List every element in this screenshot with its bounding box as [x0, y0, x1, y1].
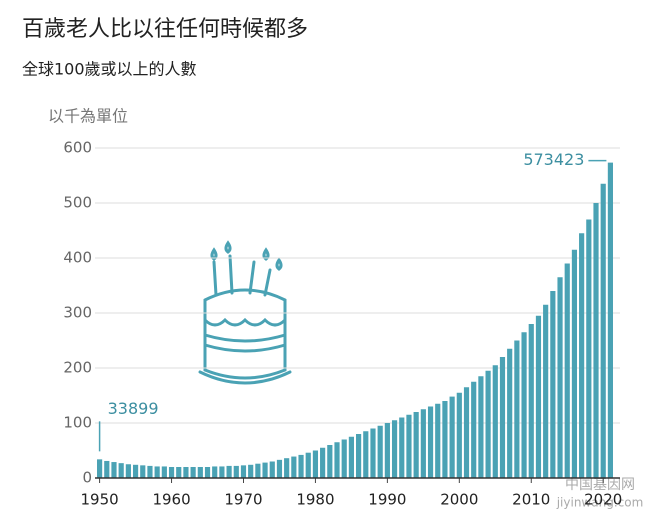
- bar: [384, 423, 390, 478]
- bar: [284, 458, 290, 478]
- x-tick-label: 1950: [81, 491, 119, 509]
- y-tick-label: 100: [63, 414, 92, 432]
- bar: [320, 447, 326, 478]
- bar: [212, 466, 218, 478]
- bar: [161, 466, 167, 478]
- bar: [507, 348, 513, 478]
- bar: [248, 464, 254, 478]
- bar: [586, 219, 592, 478]
- y-tick-label: 300: [63, 304, 92, 322]
- bar: [276, 459, 283, 478]
- bar: [571, 249, 578, 478]
- bar: [528, 324, 534, 478]
- bar: [456, 392, 462, 478]
- bar: [305, 452, 311, 478]
- bar: [118, 463, 124, 478]
- x-tick-label: 2000: [440, 491, 478, 509]
- bar: [291, 456, 297, 478]
- bar: [564, 263, 570, 478]
- x-tick-label: 1970: [224, 491, 262, 509]
- bar: [111, 462, 117, 478]
- bar: [147, 465, 153, 478]
- x-tick-label: 2010: [512, 491, 550, 509]
- bar: [226, 465, 232, 478]
- bar: [550, 291, 556, 478]
- y-axis-label: 以千為單位: [48, 107, 128, 126]
- bar: [557, 277, 563, 478]
- bar: [356, 434, 362, 478]
- y-tick-label: 200: [63, 359, 92, 377]
- bar: [348, 436, 354, 478]
- watermark: jiyinwang.com: [556, 496, 644, 510]
- x-tick-label: 1990: [368, 491, 406, 509]
- bar: [514, 340, 520, 478]
- bar: [435, 403, 441, 478]
- bar: [240, 465, 247, 478]
- bar: [363, 431, 369, 478]
- bar: [219, 466, 225, 478]
- bar: [190, 467, 196, 478]
- bar: [154, 466, 160, 478]
- y-tick-label: 400: [63, 249, 92, 267]
- x-tick-label: 1980: [296, 491, 334, 509]
- bar: [183, 467, 189, 478]
- bar: [600, 183, 606, 478]
- bar: [579, 233, 585, 478]
- bar: [255, 463, 261, 478]
- x-tick-label: 1960: [152, 491, 190, 509]
- bar: [97, 459, 103, 478]
- bar: [420, 409, 426, 478]
- bar: [327, 445, 333, 478]
- bar: [334, 442, 340, 478]
- bar: [341, 439, 347, 478]
- bar: [449, 396, 455, 478]
- bar: [492, 365, 498, 478]
- bar: [176, 467, 182, 478]
- bar: [125, 464, 131, 478]
- bar: [233, 465, 239, 478]
- bar: [391, 420, 398, 478]
- bar: [197, 467, 203, 478]
- watermark: 中国基因网: [565, 476, 635, 493]
- chart-title: 百歲老人比以往任何時候都多: [22, 17, 308, 42]
- x-tick-label: 2020: [584, 491, 622, 509]
- bar: [521, 332, 527, 478]
- bar: [442, 401, 448, 478]
- bar: [499, 357, 506, 478]
- bar: [427, 406, 434, 478]
- bar: [607, 162, 613, 478]
- bar: [535, 315, 542, 478]
- bar: [593, 203, 599, 478]
- bar: [478, 376, 484, 478]
- cake-icon: [198, 240, 292, 385]
- bar: [370, 428, 376, 478]
- bar: [471, 381, 477, 478]
- bar: [204, 467, 211, 478]
- bar: [262, 462, 268, 478]
- bar: [377, 425, 383, 478]
- value-label: 573423: [523, 150, 584, 169]
- bar: [168, 467, 175, 478]
- bar: [485, 370, 491, 478]
- bar: [543, 304, 549, 478]
- bar: [413, 412, 419, 478]
- value-label: 33899: [108, 399, 159, 418]
- bar: [104, 460, 110, 478]
- y-tick-label: 600: [63, 139, 92, 157]
- bar: [312, 450, 319, 478]
- bar: [269, 461, 275, 478]
- y-tick-label: 0: [82, 469, 92, 487]
- chart-subtitle: 全球100歲或以上的人數: [22, 60, 197, 79]
- bar: [132, 464, 139, 478]
- bar: [463, 387, 470, 478]
- bar: [140, 465, 146, 478]
- y-tick-label: 500: [63, 194, 92, 212]
- bar: [399, 417, 405, 478]
- bar: [406, 414, 412, 478]
- bar: [298, 454, 304, 478]
